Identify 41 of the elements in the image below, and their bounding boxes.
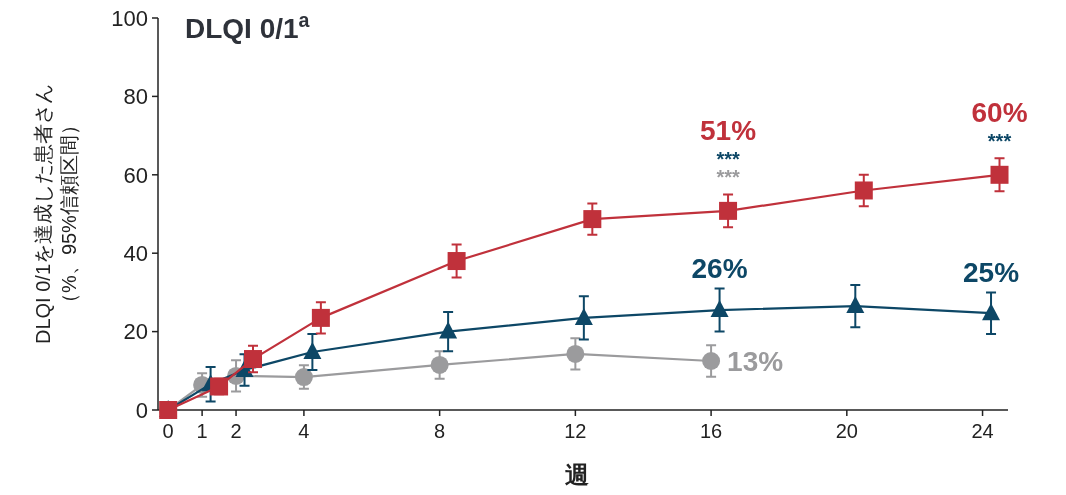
point [439,321,458,339]
y-tick-label: 100 [111,5,148,31]
x-tick-label: 0 [162,420,174,442]
y-tick-label: 40 [123,240,148,266]
point [311,308,330,327]
point [702,352,721,370]
data-label: 13% [727,346,784,377]
point [294,368,313,387]
point [430,355,449,374]
y-axis-title: DLQI 0/1を達成した患者さん（%、95%信頼区間） [32,83,80,345]
point [303,341,322,359]
point [854,181,873,200]
y-tick-label: 0 [135,397,148,423]
data-label: 26% [691,253,748,285]
point [447,252,466,271]
y-tick-label: 60 [123,162,148,188]
x-tick-label: 8 [434,420,446,442]
point [583,210,602,229]
point [574,307,593,325]
annotation: *** [987,130,1012,153]
data-label: 51% [700,115,757,147]
y-tick-label: 20 [123,319,148,345]
data-label: 25% [963,257,1020,289]
y-tick-label: 80 [123,84,148,110]
point [846,296,865,314]
x-tick-label: 2 [230,420,242,442]
x-tick-label: 1 [196,420,208,442]
chart-title: DLQI 0/1$^{a}$ [185,9,311,44]
x-tick-label: 12 [564,420,587,442]
x-tick-label: 24 [971,420,994,442]
x-tick-label: 16 [699,420,723,442]
point [719,201,738,220]
point [990,165,1009,184]
data-label: 60% [971,97,1028,129]
x-tick-label: 20 [835,420,858,442]
x-tick-label: 4 [298,420,310,442]
point [244,350,263,369]
point [566,344,585,363]
x-axis-title: 週 [565,461,589,488]
point [982,303,1001,321]
point [710,300,729,318]
